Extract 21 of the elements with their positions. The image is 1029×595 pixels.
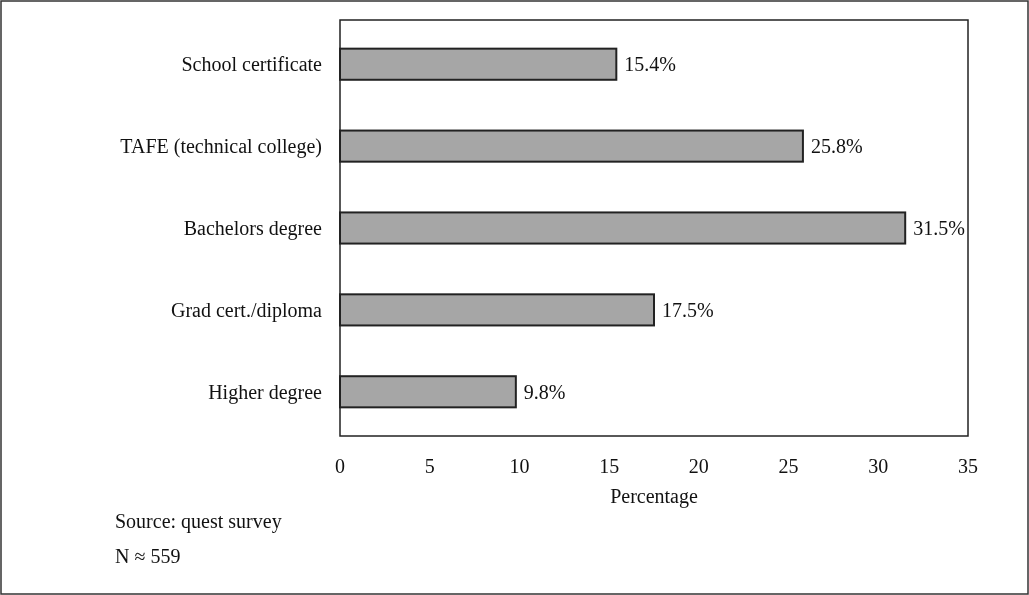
x-tick-label: 0 xyxy=(335,455,345,477)
x-tick-label: 5 xyxy=(424,455,435,477)
y-tick-label: Bachelors degree xyxy=(183,217,323,240)
x-tick-label: 10 xyxy=(509,455,530,477)
x-axis-title: Percentage xyxy=(610,485,698,508)
y-tick-label: Grad cert./diploma xyxy=(170,298,323,322)
data-label: 17.5% xyxy=(662,298,714,321)
source-note: Source: quest survey xyxy=(115,510,282,533)
x-tick-label: 35 xyxy=(958,455,978,477)
x-tick-label: 30 xyxy=(868,455,889,477)
y-tick-label: Higher degree xyxy=(208,380,323,404)
data-label: 9.8% xyxy=(523,380,566,403)
x-tick-label: 25 xyxy=(778,455,799,477)
x-tick-label: 20 xyxy=(688,455,709,477)
x-tick-label: 15 xyxy=(599,455,620,477)
data-label: 31.5% xyxy=(913,217,965,239)
y-tick-label: School certificate xyxy=(181,53,323,76)
y-tick-label: TAFE (technical college) xyxy=(120,135,322,159)
text: N ≈ 559 xyxy=(115,545,181,567)
data-label: 15.4% xyxy=(624,53,676,76)
data-label: 25.8% xyxy=(810,135,863,158)
